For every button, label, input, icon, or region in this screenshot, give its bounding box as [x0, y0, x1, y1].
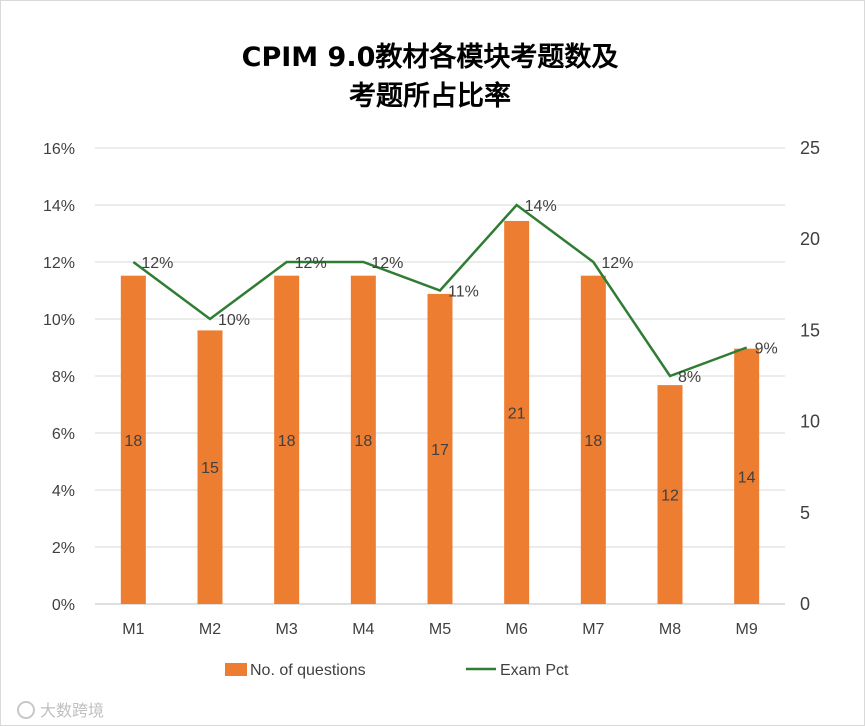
bar-data-label: 18 [124, 433, 142, 450]
line-series: 12% 10% 12% 12% 11% 14% 12% 8% 9% [132, 198, 778, 386]
bar-data-label: 18 [354, 433, 372, 450]
category-label: M9 [736, 621, 758, 638]
bar-data-label: 18 [584, 433, 602, 450]
category-label: M7 [582, 621, 604, 638]
watermark-logo-icon [17, 701, 35, 719]
left-tick-label: 2% [52, 540, 75, 557]
legend-label-bars: No. of questions [250, 662, 366, 679]
right-tick-label: 20 [800, 229, 820, 249]
right-tick-label: 0 [800, 594, 810, 614]
right-tick-label: 25 [800, 138, 820, 158]
left-tick-label: 14% [43, 198, 75, 215]
bar-series: 18 15 18 18 17 21 18 12 14 [120, 220, 760, 604]
legend: No. of questions Exam Pct [225, 662, 569, 679]
bar [734, 348, 760, 604]
line-data-label: 10% [218, 312, 250, 329]
bar [504, 220, 530, 604]
legend-label-line: Exam Pct [500, 662, 569, 679]
bar-data-label: 15 [201, 460, 219, 477]
category-label: M2 [199, 621, 221, 638]
chart-title-line-1: CPIM 9.0教材各模块考题数及 [242, 41, 619, 73]
watermark-text: 大数跨境 [40, 701, 104, 720]
bar [657, 385, 683, 604]
line-data-label: 8% [678, 369, 701, 386]
line-data-label: 9% [755, 341, 778, 358]
bar [197, 330, 223, 604]
line-data-label: 12% [371, 255, 403, 272]
bar-data-label: 14 [738, 469, 756, 486]
category-label: M6 [506, 621, 528, 638]
left-tick-label: 10% [43, 312, 75, 329]
left-axis: 0% 2% 4% 6% 8% 10% 12% 14% 16% [43, 141, 75, 614]
exam-pct-line [132, 203, 748, 378]
bar-data-label: 12 [661, 488, 679, 505]
bar [580, 275, 606, 604]
right-tick-label: 10 [800, 412, 820, 432]
bar-data-label: 18 [278, 433, 296, 450]
bar-data-label: 17 [431, 442, 449, 459]
bar [274, 275, 300, 604]
line-data-label: 11% [448, 284, 479, 301]
category-label: M5 [429, 621, 451, 638]
bar-data-label: 21 [508, 405, 526, 422]
left-tick-label: 0% [52, 597, 75, 614]
left-tick-label: 16% [43, 141, 75, 158]
legend-swatch-bars [225, 663, 247, 676]
watermark: 大数跨境 [17, 701, 104, 720]
right-tick-label: 15 [800, 320, 820, 340]
bar [120, 275, 146, 604]
left-tick-label: 4% [52, 483, 75, 500]
left-tick-label: 6% [52, 426, 75, 443]
left-tick-label: 8% [52, 369, 75, 386]
line-data-label: 12% [295, 255, 327, 272]
right-axis: 0 5 10 15 20 25 [800, 138, 820, 614]
bar [427, 293, 453, 604]
line-data-label: 12% [601, 255, 633, 272]
left-tick-label: 12% [43, 255, 75, 272]
category-label: M1 [122, 621, 144, 638]
bar [350, 275, 376, 604]
right-tick-label: 5 [800, 503, 810, 523]
chart-title-line-2: 考题所占比率 [349, 80, 511, 112]
category-label: M8 [659, 621, 681, 638]
category-axis: M1 M2 M3 M4 M5 M6 M7 M8 M9 [122, 621, 758, 638]
category-label: M4 [352, 621, 374, 638]
line-data-label: 12% [141, 255, 173, 272]
line-data-label: 14% [525, 198, 557, 215]
category-label: M3 [276, 621, 298, 638]
